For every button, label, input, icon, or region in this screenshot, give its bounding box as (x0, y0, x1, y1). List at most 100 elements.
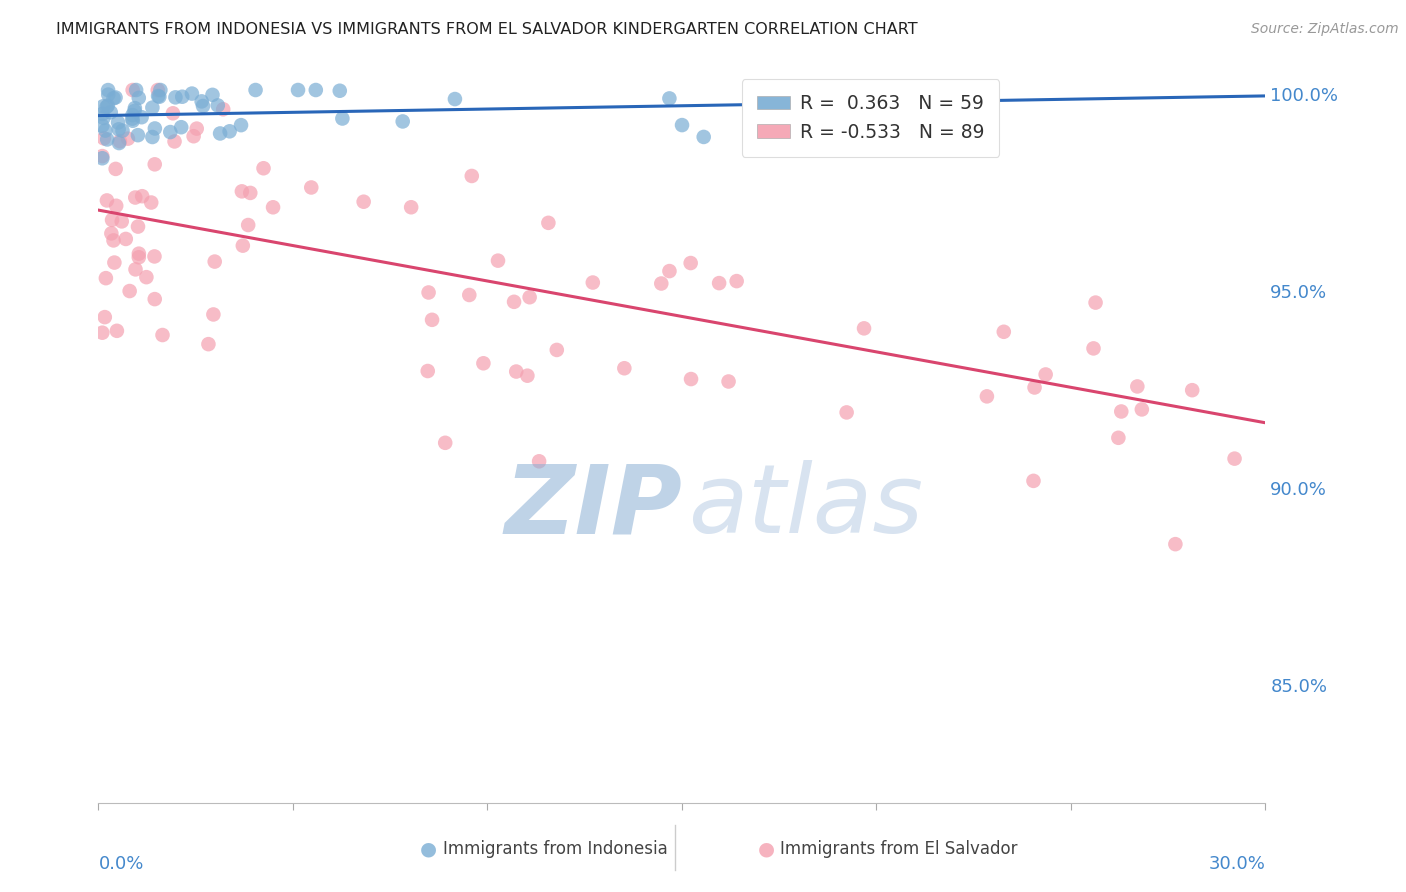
Point (1107, 431, 1129, 445)
Point (1126, 379, 1149, 393)
Point (1181, 383, 1204, 397)
Point (93, 131, 115, 145)
Point (143, 121, 166, 136)
Point (128, 246, 150, 260)
Point (111, 214, 134, 228)
Point (97, 83, 120, 97)
Point (212, 103, 235, 117)
Point (191, 99, 214, 113)
Point (679, 372, 702, 386)
Point (516, 368, 538, 383)
Point (332, 112, 354, 126)
Text: 0.0%: 0.0% (98, 855, 143, 872)
Point (131, 110, 153, 124)
Point (486, 253, 509, 268)
Point (458, 288, 481, 302)
Point (197, 337, 219, 351)
Point (658, 264, 681, 278)
Point (103, 91, 125, 105)
Point (239, 186, 262, 200)
Point (1164, 537, 1187, 551)
Point (201, 87, 224, 102)
Point (108, 134, 131, 148)
Point (1083, 342, 1105, 356)
Point (420, 313, 443, 327)
Point (121, 108, 143, 122)
Text: Immigrants from Indonesia: Immigrants from Indonesia (443, 840, 668, 858)
Point (103, 234, 125, 248)
Point (127, 219, 149, 234)
Point (121, 83, 143, 97)
Point (503, 294, 526, 309)
Point (505, 365, 527, 379)
Point (845, 116, 868, 130)
Point (519, 290, 541, 304)
Point (875, 83, 897, 97)
Point (107, 122, 129, 136)
Point (853, 321, 876, 335)
Point (97, 87, 120, 102)
Point (135, 270, 157, 285)
Point (537, 216, 560, 230)
Point (96, 132, 118, 146)
Point (125, 83, 148, 97)
Point (287, 83, 309, 97)
Point (1223, 451, 1246, 466)
Point (1022, 474, 1045, 488)
Point (103, 255, 125, 269)
Text: Source: ZipAtlas.com: Source: ZipAtlas.com (1251, 22, 1399, 37)
Point (679, 256, 702, 270)
Point (472, 356, 495, 370)
Point (693, 130, 716, 145)
Text: ●: ● (758, 839, 775, 859)
Point (232, 238, 254, 252)
Point (91, 107, 114, 121)
Point (94, 271, 117, 285)
Point (613, 361, 636, 376)
Point (141, 130, 163, 145)
Text: IMMIGRANTS FROM INDONESIA VS IMMIGRANTS FROM EL SALVADOR KINDERGARTEN CORRELATIO: IMMIGRANTS FROM INDONESIA VS IMMIGRANTS … (56, 22, 918, 37)
Point (107, 115, 129, 129)
Point (124, 103, 146, 118)
Point (976, 389, 998, 403)
Point (163, 135, 186, 149)
Point (444, 92, 467, 106)
Point (91, 151, 114, 165)
Point (141, 101, 163, 115)
Point (305, 83, 328, 97)
Point (165, 90, 187, 104)
Point (143, 249, 166, 263)
Point (143, 292, 166, 306)
Point (391, 114, 413, 128)
Point (671, 118, 693, 132)
Point (105, 324, 128, 338)
Point (100, 105, 122, 120)
Point (190, 95, 212, 109)
Point (97, 99, 120, 113)
Point (128, 250, 150, 264)
Point (418, 285, 440, 300)
Point (170, 120, 193, 135)
Point (835, 405, 858, 419)
Point (121, 113, 143, 128)
Point (252, 161, 274, 176)
Point (546, 343, 568, 357)
Point (100, 227, 122, 241)
Point (152, 328, 174, 343)
Point (747, 115, 769, 129)
Point (329, 84, 352, 98)
Point (131, 189, 153, 203)
Point (461, 169, 484, 183)
Point (172, 89, 194, 103)
Point (207, 98, 229, 112)
Point (527, 454, 550, 468)
Point (105, 199, 128, 213)
Text: Immigrants from El Salvador: Immigrants from El Salvador (780, 840, 1018, 858)
Point (94, 123, 117, 137)
Point (108, 136, 131, 150)
Point (399, 200, 422, 214)
Point (128, 91, 150, 105)
Text: 30.0%: 30.0% (1209, 855, 1265, 872)
Point (117, 131, 139, 145)
Point (1024, 380, 1046, 394)
